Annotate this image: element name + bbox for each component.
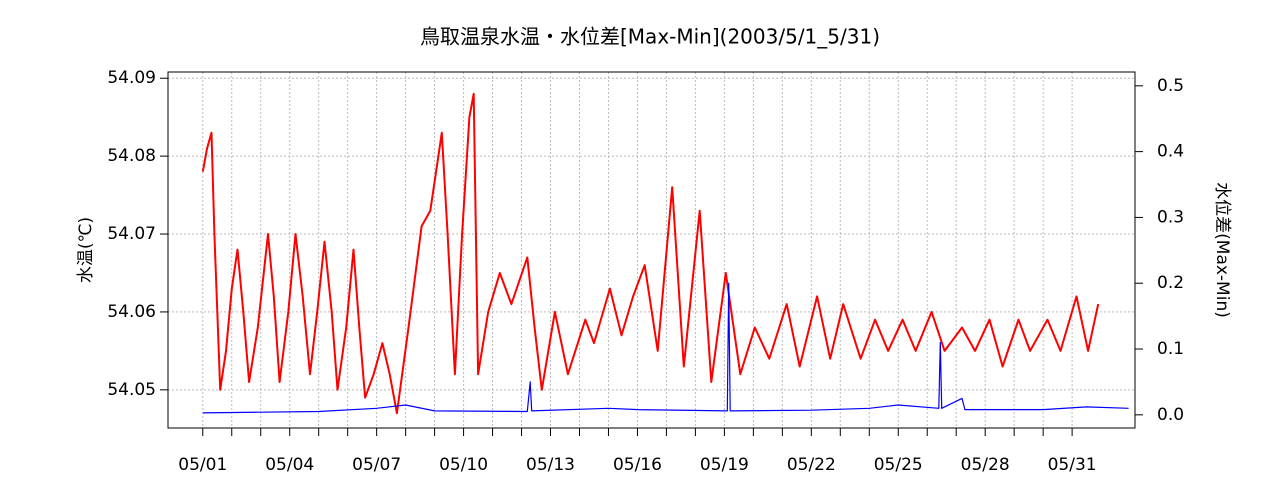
x-tick-label: 05/04 <box>265 455 314 475</box>
x-tick-label: 05/01 <box>178 455 227 475</box>
x-tick-label: 05/28 <box>961 455 1010 475</box>
x-tick-label: 05/13 <box>526 455 575 475</box>
y-tick-label: 54.07 <box>107 224 156 244</box>
y2-tick-label: 0.2 <box>1157 273 1184 293</box>
y2-axis-label: 水位差(Max-Min) <box>1212 182 1232 318</box>
y2-tick-label: 0.5 <box>1157 76 1184 96</box>
series-line <box>201 92 1100 415</box>
chart-title: 鳥取温泉水温・水位差[Max-Min](2003/5/1_5/31) <box>420 25 880 49</box>
y-tick-label: 54.06 <box>107 302 156 322</box>
series-line <box>202 282 1129 414</box>
plot-frame <box>167 71 1136 429</box>
y-tick-label: 54.05 <box>107 380 156 400</box>
x-tick-label: 05/22 <box>787 455 836 475</box>
y2-tick-label: 0.1 <box>1157 339 1184 359</box>
y2-tick-label: 0.3 <box>1157 207 1184 227</box>
x-tick-label: 05/10 <box>439 455 488 475</box>
x-tick-label: 05/07 <box>352 455 401 475</box>
x-tick-label: 05/19 <box>700 455 749 475</box>
y-tick-label: 54.08 <box>107 146 156 166</box>
x-tick-label: 05/25 <box>874 455 923 475</box>
y2-tick-label: 0.4 <box>1157 142 1184 162</box>
y2-tick-label: 0.0 <box>1157 405 1184 425</box>
x-tick-label: 05/31 <box>1048 455 1097 475</box>
x-tick-label: 05/16 <box>613 455 662 475</box>
y-tick-label: 54.09 <box>107 68 156 88</box>
y-axis-label: 水温(℃) <box>76 217 96 283</box>
